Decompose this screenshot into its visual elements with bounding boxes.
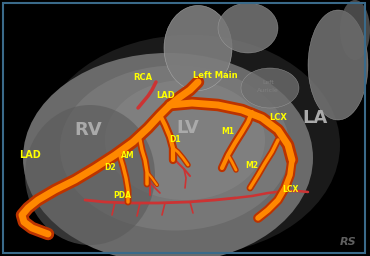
Text: M1: M1 [222, 127, 235, 136]
Text: M2: M2 [246, 161, 259, 169]
Ellipse shape [241, 68, 299, 108]
Ellipse shape [60, 66, 290, 230]
Text: Auricle: Auricle [257, 88, 279, 92]
Text: LCX: LCX [282, 186, 298, 195]
Text: AM: AM [121, 151, 135, 159]
Text: LCX: LCX [269, 113, 287, 123]
Ellipse shape [23, 53, 313, 256]
Text: RS: RS [340, 237, 356, 247]
Text: PDA: PDA [113, 191, 131, 200]
Text: D2: D2 [104, 164, 116, 173]
Ellipse shape [105, 80, 265, 200]
Text: RV: RV [74, 121, 102, 139]
Text: D1: D1 [169, 135, 181, 144]
Ellipse shape [25, 105, 155, 245]
Text: LAD: LAD [19, 150, 41, 160]
Text: Left Main: Left Main [193, 71, 237, 80]
Ellipse shape [218, 3, 278, 53]
Text: RCA: RCA [134, 73, 152, 82]
Ellipse shape [40, 35, 340, 255]
Text: Left: Left [262, 80, 274, 86]
Text: LA: LA [302, 109, 327, 127]
Text: LAD: LAD [157, 91, 175, 100]
Ellipse shape [308, 10, 368, 120]
Text: LV: LV [176, 119, 199, 137]
Ellipse shape [164, 5, 232, 91]
Ellipse shape [340, 0, 370, 60]
